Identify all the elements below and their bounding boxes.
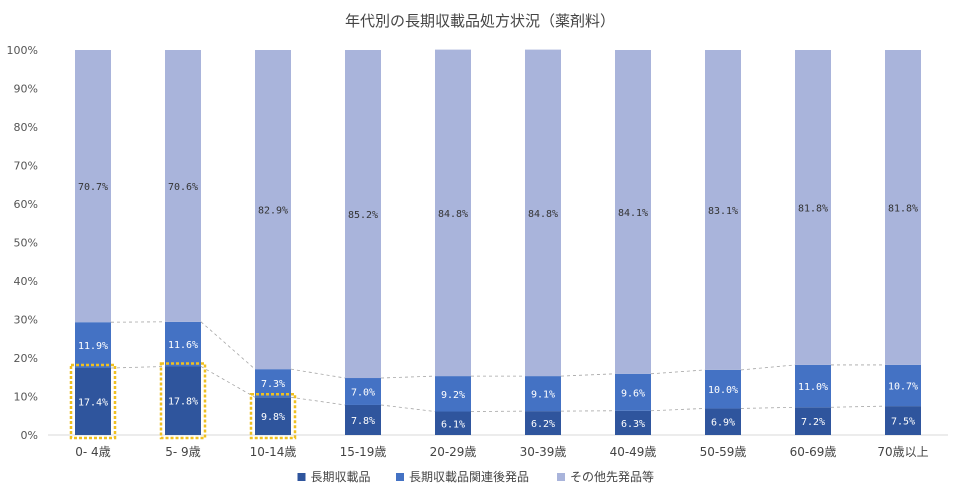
x-tick-label: 15-19歳 <box>340 445 387 459</box>
series-connector-line <box>741 407 795 408</box>
data-label: 84.8% <box>528 209 558 220</box>
series-connector-line <box>651 408 705 410</box>
data-label: 9.1% <box>531 390 555 401</box>
y-tick-label: 40% <box>14 275 38 288</box>
data-label: 70.6% <box>168 182 198 193</box>
data-label: 84.1% <box>618 208 648 219</box>
x-tick-label: 50-59歳 <box>700 445 747 459</box>
legend-swatch <box>396 473 404 481</box>
chart-title: 年代別の長期収載品処方状況（薬剤料） <box>345 12 615 30</box>
data-label: 81.8% <box>888 203 918 214</box>
data-label: 85.2% <box>348 210 378 221</box>
x-tick-label: 70歳以上 <box>877 445 928 459</box>
data-label: 17.8% <box>168 397 198 408</box>
series-connector-line <box>201 366 255 397</box>
bar-stacks <box>75 50 921 435</box>
data-label: 7.2% <box>801 417 825 428</box>
data-label: 9.2% <box>441 390 465 401</box>
y-tick-label: 0% <box>21 429 38 442</box>
legend-swatch <box>557 473 565 481</box>
series-connector-line <box>291 369 345 378</box>
y-tick-label: 70% <box>14 160 38 173</box>
data-label: 7.5% <box>891 417 915 428</box>
data-label: 83.1% <box>708 206 738 217</box>
series-connector-line <box>561 374 615 376</box>
data-label: 6.3% <box>621 419 645 430</box>
data-label: 82.9% <box>258 206 288 217</box>
legend-label: 長期収載品 <box>311 470 371 484</box>
data-label: 9.8% <box>261 412 285 423</box>
data-label: 7.8% <box>351 416 375 427</box>
legend: 長期収載品 長期収載品関連後発品 その他先発品等 <box>298 470 655 484</box>
legend-swatch <box>298 473 306 481</box>
legend-label: 長期収載品関連後発品 <box>409 470 529 484</box>
data-label: 84.8% <box>438 209 468 220</box>
y-tick-label: 20% <box>14 352 38 365</box>
y-tick-label: 30% <box>14 314 38 327</box>
data-label: 17.4% <box>78 398 108 409</box>
series-connector-line <box>381 376 435 378</box>
series-connector-line <box>201 322 255 369</box>
data-label: 7.3% <box>261 379 285 390</box>
x-tick-label: 0- 4歳 <box>75 445 110 459</box>
y-axis: 0% 10% 20% 30% 40% 50% 60% 70% 80% 90% 100% <box>7 44 38 442</box>
data-label: 7.0% <box>351 387 375 398</box>
x-tick-label: 20-29歳 <box>430 445 477 459</box>
data-label: 6.1% <box>441 419 465 430</box>
legend-item: その他先発品等 <box>557 470 654 484</box>
y-tick-label: 60% <box>14 198 38 211</box>
data-label: 11.9% <box>78 341 108 352</box>
series-connector-line <box>291 397 345 405</box>
series-connector-line <box>831 406 885 407</box>
series-connector-line <box>651 370 705 374</box>
data-label: 10.0% <box>708 385 738 396</box>
y-tick-label: 90% <box>14 83 38 96</box>
data-label: 70.7% <box>78 182 108 193</box>
legend-label: その他先発品等 <box>570 470 654 484</box>
data-label: 10.7% <box>888 382 918 393</box>
legend-item: 長期収載品 <box>298 470 371 484</box>
x-tick-label: 30-39歳 <box>520 445 567 459</box>
data-label: 11.0% <box>798 382 828 393</box>
x-tick-label: 60-69歳 <box>790 445 837 459</box>
y-tick-label: 100% <box>7 44 38 57</box>
series-connector-lines <box>111 322 885 412</box>
series-connector-line <box>381 405 435 412</box>
data-label: 9.6% <box>621 388 645 399</box>
y-tick-label: 50% <box>14 237 38 250</box>
y-tick-label: 80% <box>14 121 38 134</box>
data-label: 11.6% <box>168 340 198 351</box>
legend-item: 長期収載品関連後発品 <box>396 470 529 484</box>
data-label: 81.8% <box>798 203 828 214</box>
y-tick-label: 10% <box>14 391 38 404</box>
series-connector-line <box>111 366 165 368</box>
data-label: 6.2% <box>531 419 555 430</box>
data-label: 6.9% <box>711 418 735 429</box>
x-tick-label: 5- 9歳 <box>165 445 200 459</box>
x-tick-label: 10-14歳 <box>250 445 297 459</box>
series-connector-line <box>741 365 795 370</box>
x-tick-label: 40-49歳 <box>610 445 657 459</box>
data-labels: 17.4% 11.9% 70.7% 17.8% 11.6% 70.6% 9.8% 7.3% 82… <box>78 182 918 430</box>
